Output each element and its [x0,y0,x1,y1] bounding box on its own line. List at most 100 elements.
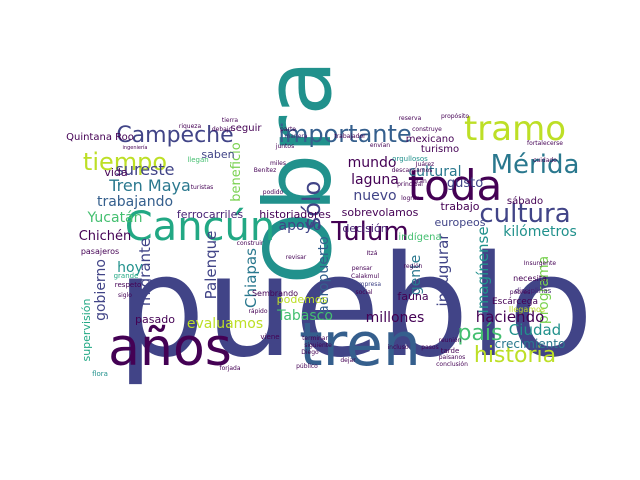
cloud-word: gusto [447,176,483,191]
cloud-word: pobres [510,289,530,296]
cloud-word: país [457,321,502,346]
cloud-word: descansamos [392,167,433,174]
cloud-word: pasajeros [81,247,119,256]
cloud-word: principal [397,181,423,188]
cloud-word: Insurgente [524,260,557,267]
cloud-word: aeropuerto [316,236,332,313]
cloud-word: saben [201,148,234,161]
cloud-word: tren [299,310,421,380]
cloud-word: evaluamos [187,316,263,332]
cloud-word: mexicano [406,134,455,145]
cloud-word: construye [412,126,442,133]
cloud-word: parte [280,126,296,133]
cloud-word: Itzá [367,250,378,257]
cloud-word: Yucatán [86,210,142,226]
cloud-word: Quintana Roo [66,132,134,143]
cloud-word: construir [237,240,264,247]
cloud-word: social [355,289,372,296]
cloud-word: laguna [351,172,399,188]
cloud-word: gobierno [93,259,109,321]
cloud-word: seguir [231,123,263,134]
cloud-word: Diego [301,349,319,356]
cloud-word: Calakmul [351,273,379,280]
cloud-word: europeos [435,216,486,229]
cloud-word: fauna [397,290,428,303]
cloud-word: región [404,263,423,270]
cloud-word: haciendo [476,308,545,326]
cloud-word: Palenque [202,231,220,300]
cloud-word: supervisión [80,298,93,361]
cloud-word: cultural [408,164,461,180]
cloud-word: historia [474,343,556,368]
cloud-word: dejar [340,357,356,364]
cloud-word: importante [278,120,411,148]
cloud-word: debajo [212,126,233,133]
cloud-word: conclusión [436,361,468,368]
cloud-word: sureste [116,160,175,179]
cloud-word: nuevo [353,188,396,204]
cloud-word: miles [270,160,286,167]
cloud-word: Escárcega [492,297,538,307]
cloud-word: reunión [439,337,462,344]
cloud-word: Tren Maya [108,176,191,195]
cloud-word: años [108,318,232,378]
cloud-word: cuidado [533,157,557,164]
cloud-word: kilómetros [503,224,577,240]
cloud-word: tierra [222,117,239,124]
cloud-word: Chiapas [242,248,260,308]
cloud-word: pensar [352,265,373,272]
cloud-word: gente [408,255,424,295]
cloud-word: empresa [355,281,381,288]
cloud-word: necesita [513,274,547,283]
cloud-word: pueblo [116,226,593,389]
cloud-word: sobrevolamos [342,206,419,219]
cloud-word: vida [104,166,127,179]
cloud-word: riqueza [179,123,202,130]
cloud-word: llegamos [509,305,545,314]
cloud-word: trabajo [440,200,479,213]
cloud-word: historiadores [259,208,331,221]
cloud-word: toda [408,161,503,210]
cloud-word: lograr [401,195,419,202]
cloud-word: viene [260,333,279,341]
cloud-word: Ciudad [509,321,561,339]
cloud-word: llegan [187,156,208,164]
cloud-word: envían [370,142,390,149]
cloud-word: paisanos [439,354,466,361]
cloud-word: reserva [399,115,422,122]
cloud-word: apoyo [279,218,322,234]
cloud-word: tarde [441,347,460,355]
cloud-word: terminar [302,335,328,342]
cloud-word: trabajador [334,133,366,140]
cloud-word: juntos [275,143,294,150]
cloud-word: beneficio [229,142,244,201]
cloud-word: tiempo [83,148,167,176]
cloud-word: pasos [421,344,438,351]
cloud-word: millones [366,310,425,326]
cloud-word: disciplinas [515,287,552,295]
cloud-word: migrante [136,238,154,306]
cloud-word: grande [114,272,139,280]
cloud-word: Tabasco [276,308,333,324]
cloud-word: forjada [219,365,240,372]
cloud-word: Juárez [415,161,434,168]
cloud-word: decisión [342,222,387,235]
cloud-word: rápido [248,308,267,315]
cloud-word: hoy [117,260,143,276]
cloud-word: Mérida [491,150,580,180]
cloud-word: Benítez [254,167,276,174]
cloud-word: turistas [191,184,214,191]
cloud-word: Cancún [125,204,276,250]
cloud-word: turismo [421,144,459,155]
cloud-word: siglo [118,292,132,299]
cloud-word: Tulum [330,217,408,247]
cloud-word: flora [92,370,108,378]
cloud-word: Imagínense [474,226,492,313]
cloud-word: trabajando [97,194,173,210]
cloud-word: orgullosos [392,155,428,163]
cloud-word: mundo [348,155,397,171]
cloud-word: ingeniería [123,144,148,151]
cloud-word: ferrocarriles [177,208,244,221]
